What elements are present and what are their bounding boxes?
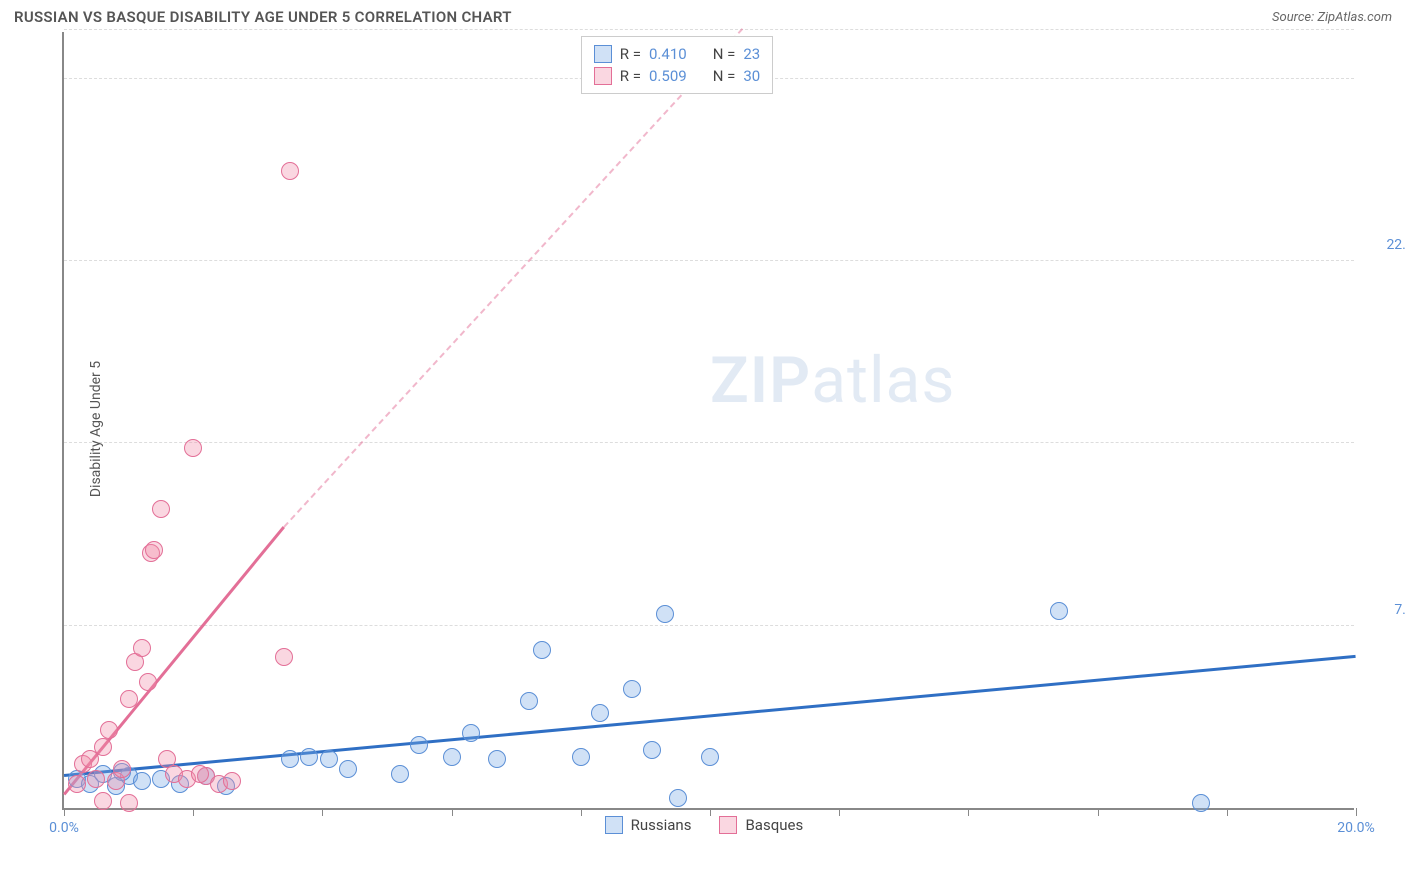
gridline <box>64 442 1354 443</box>
stats-legend-row: R =0.410N =23 <box>594 43 760 65</box>
data-point <box>572 748 590 766</box>
series-legend-item: Basques <box>719 816 803 834</box>
x-tick <box>968 808 969 816</box>
x-tick <box>1356 808 1357 816</box>
series-legend: Russians Basques <box>605 816 804 834</box>
data-point <box>339 760 357 778</box>
x-tick <box>839 808 840 816</box>
data-point <box>191 765 209 783</box>
data-point <box>133 772 151 790</box>
stats-legend-row: R =0.509N =30 <box>594 65 760 87</box>
data-point <box>87 770 105 788</box>
data-point <box>281 750 299 768</box>
legend-swatch <box>719 816 737 834</box>
y-tick-label: 22.5% <box>1364 237 1406 253</box>
stats-legend: R =0.410N =23R =0.509N =30 <box>581 36 773 94</box>
data-point <box>669 789 687 807</box>
data-point <box>139 673 157 691</box>
plot-area: 7.5%22.5%0.0%20.0%ZIPatlasR =0.410N =23R… <box>62 32 1354 810</box>
data-point <box>320 750 338 768</box>
data-point <box>443 748 461 766</box>
x-tick-label: 20.0% <box>1337 820 1375 836</box>
watermark: ZIPatlas <box>710 343 955 418</box>
x-tick-label: 0.0% <box>49 820 79 836</box>
data-point <box>94 792 112 810</box>
data-point <box>643 741 661 759</box>
data-point <box>462 724 480 742</box>
data-point <box>152 500 170 518</box>
chart-header: RUSSIAN VS BASQUE DISABILITY AGE UNDER 5… <box>0 0 1406 32</box>
gridline <box>64 29 1354 30</box>
data-point <box>223 772 241 790</box>
data-point <box>275 648 293 666</box>
correlation-scatter-chart: 7.5%22.5%0.0%20.0%ZIPatlasR =0.410N =23R… <box>14 32 1392 880</box>
x-tick <box>193 808 194 816</box>
gridline <box>64 260 1354 261</box>
y-axis-label: Disability Age Under 5 <box>88 361 104 497</box>
data-point <box>281 162 299 180</box>
data-point <box>410 736 428 754</box>
data-point <box>1192 794 1210 812</box>
x-tick <box>452 808 453 816</box>
data-point <box>300 748 318 766</box>
gridline <box>64 625 1354 626</box>
x-tick <box>1098 808 1099 816</box>
data-point <box>591 704 609 722</box>
y-tick-label: 7.5% <box>1364 602 1406 618</box>
data-point <box>120 794 138 812</box>
chart-title: RUSSIAN VS BASQUE DISABILITY AGE UNDER 5… <box>14 8 512 26</box>
x-tick <box>1227 808 1228 816</box>
legend-swatch <box>594 45 612 63</box>
data-point <box>520 692 538 710</box>
chart-source: Source: ZipAtlas.com <box>1272 10 1392 25</box>
legend-swatch <box>594 67 612 85</box>
data-point <box>145 541 163 559</box>
data-point <box>120 690 138 708</box>
x-tick <box>64 808 65 816</box>
trend-line <box>283 28 743 528</box>
data-point <box>533 641 551 659</box>
data-point <box>133 639 151 657</box>
data-point <box>623 680 641 698</box>
data-point <box>1050 602 1068 620</box>
data-point <box>113 760 131 778</box>
data-point <box>391 765 409 783</box>
x-tick <box>322 808 323 816</box>
data-point <box>701 748 719 766</box>
x-tick <box>581 808 582 816</box>
data-point <box>94 738 112 756</box>
legend-swatch <box>605 816 623 834</box>
x-tick <box>710 808 711 816</box>
data-point <box>184 439 202 457</box>
data-point <box>68 775 86 793</box>
data-point <box>100 721 118 739</box>
data-point <box>488 750 506 768</box>
series-legend-item: Russians <box>605 816 692 834</box>
data-point <box>656 605 674 623</box>
